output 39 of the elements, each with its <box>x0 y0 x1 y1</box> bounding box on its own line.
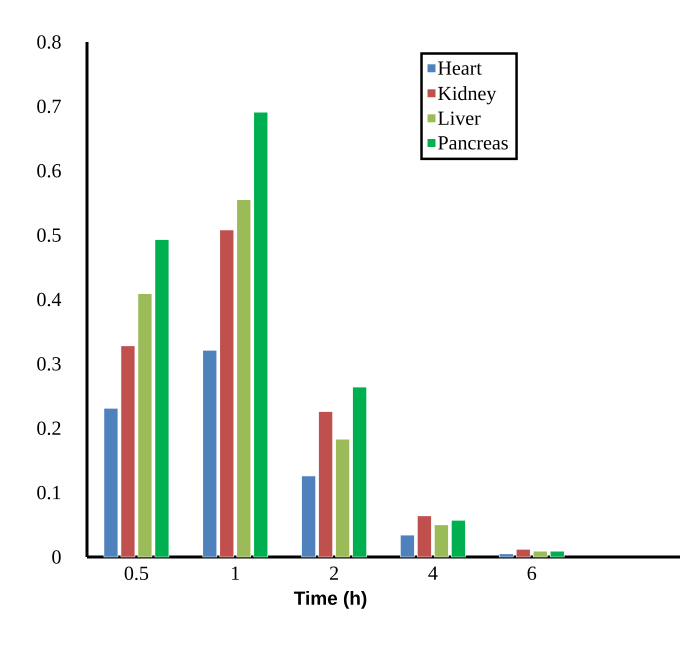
y-tick-label: 0.7 <box>37 100 61 114</box>
bar <box>104 408 118 558</box>
bar <box>335 438 350 558</box>
x-tick-label: 4 <box>428 566 438 580</box>
x-tick-label: 0.5 <box>124 566 148 580</box>
bar <box>417 516 432 558</box>
y-tick-label: 0.1 <box>37 486 60 500</box>
y-tick-label: 0 <box>52 550 61 564</box>
bar <box>516 548 531 558</box>
bar <box>202 350 218 558</box>
legend-label: Pancreas <box>438 136 508 150</box>
bar <box>400 534 415 558</box>
legend-label: Liver <box>438 112 481 125</box>
bar <box>253 112 268 558</box>
bar <box>120 346 136 558</box>
x-tick-label: 2 <box>330 566 338 580</box>
bar <box>219 230 234 558</box>
bar <box>236 199 252 558</box>
y-tick-label: 0.3 <box>37 357 61 371</box>
y-tick-label: 0.6 <box>37 164 61 178</box>
bar <box>498 553 514 558</box>
bar <box>352 386 367 558</box>
x-axis-title: Time (h) <box>294 590 366 609</box>
bar <box>532 550 548 558</box>
y-tick-label: 0.5 <box>37 228 61 242</box>
y-tick-label: 0.8 <box>37 35 61 49</box>
bar <box>550 550 565 558</box>
legend-label: Kidney <box>438 86 496 104</box>
x-tick-label: 1 <box>232 566 240 580</box>
bar <box>138 293 152 558</box>
bar <box>434 524 449 558</box>
bar <box>451 520 466 558</box>
x-tick-label: 6 <box>528 566 536 580</box>
legend-label: Heart <box>438 62 482 75</box>
y-tick-label: 0.4 <box>37 292 62 306</box>
bar <box>318 411 333 558</box>
bar <box>301 476 316 558</box>
y-tick-label: 0.2 <box>37 421 60 436</box>
bar <box>154 239 170 558</box>
